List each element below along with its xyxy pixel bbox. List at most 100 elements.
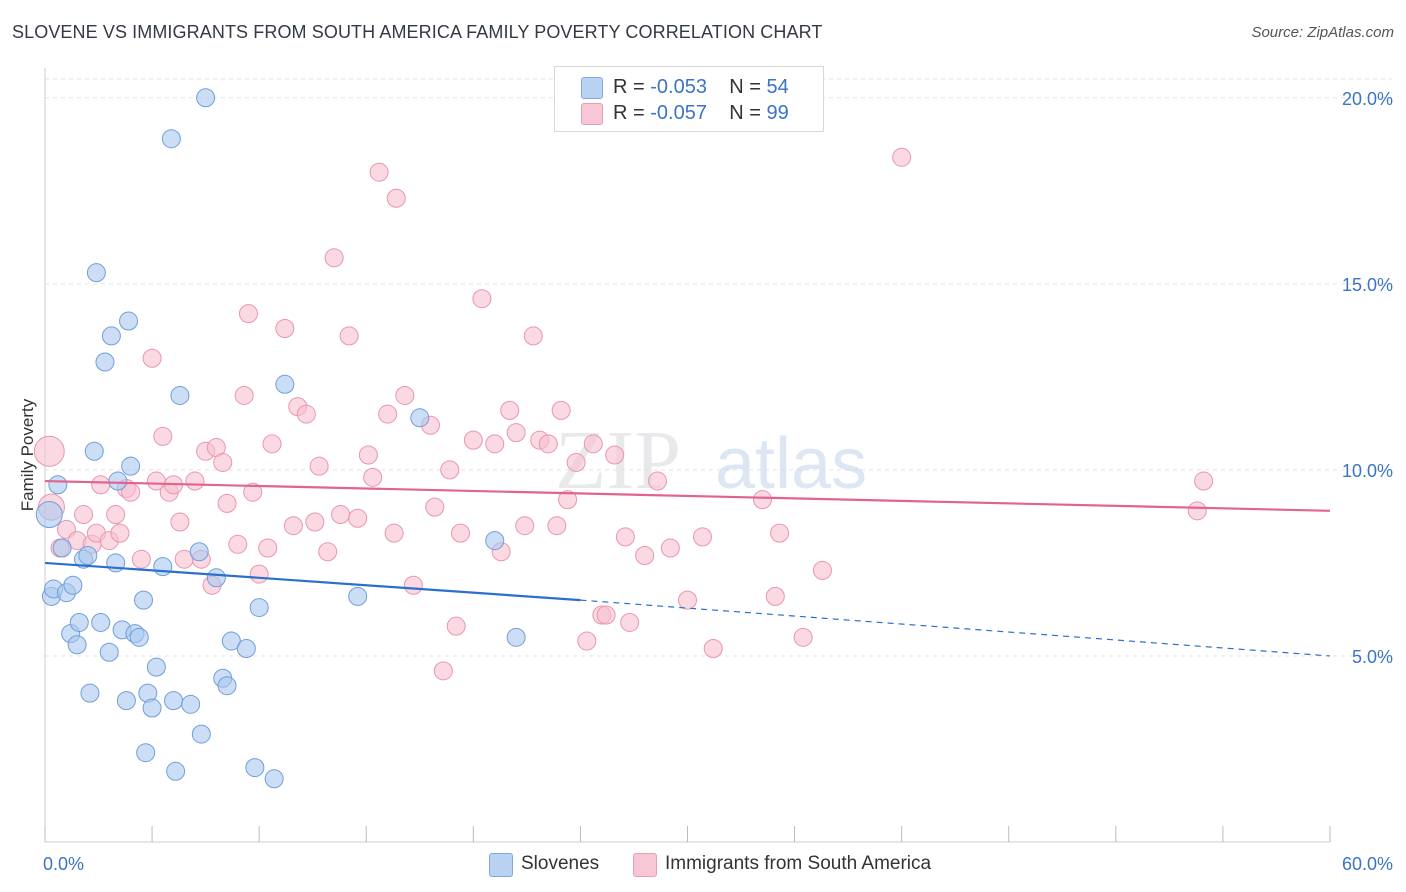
slovenes-point	[410, 408, 430, 428]
legend-r-value: -0.057	[650, 102, 707, 124]
immigrants-point	[615, 527, 635, 547]
immigrants-point	[577, 631, 597, 651]
immigrants-point	[450, 523, 470, 543]
immigrants-point	[33, 435, 65, 467]
slovenes-point	[129, 627, 149, 647]
legend-r-label: R =	[613, 76, 651, 98]
immigrants-point	[305, 512, 325, 532]
legend-n-value: 54	[766, 76, 789, 98]
slovenes-point	[249, 598, 269, 618]
immigrants-point	[635, 545, 655, 565]
immigrants-point	[605, 445, 625, 465]
slovenes-point	[506, 627, 526, 647]
chart-title: SLOVENE VS IMMIGRANTS FROM SOUTH AMERICA…	[12, 22, 823, 42]
immigrants-point	[142, 348, 162, 368]
slovenes-point	[206, 568, 226, 588]
slovenes-point	[80, 683, 100, 703]
slovenes-point	[84, 441, 104, 461]
slovenes-point	[91, 612, 111, 632]
y-tick-label: 5.0%	[1352, 647, 1393, 667]
slovenes-point	[35, 501, 63, 529]
immigrants-point	[660, 538, 680, 558]
correlation-legend: R = -0.053 N = 54 R = -0.057 N = 99	[554, 66, 824, 132]
slovenes-point	[245, 758, 265, 778]
slovenes-point	[191, 724, 211, 744]
bottom-label-slovenes: Slovenes	[521, 853, 600, 874]
x-tick-label-min: 0.0%	[43, 854, 84, 874]
slovenes-point	[69, 612, 89, 632]
slovenes-point	[142, 698, 162, 718]
immigrants-point	[363, 467, 383, 487]
slovenes-point	[275, 374, 295, 394]
immigrants-point	[425, 497, 445, 517]
slovenes-point	[189, 542, 209, 562]
immigrants-point	[318, 542, 338, 562]
immigrants-trend-line	[44, 479, 1331, 512]
slovenes-point	[485, 531, 505, 551]
slovenes-point	[78, 545, 98, 565]
immigrants-point	[770, 523, 790, 543]
immigrants-point	[403, 575, 423, 595]
slovenes-point	[101, 326, 121, 346]
immigrants-point	[648, 471, 668, 491]
immigrants-point	[185, 471, 205, 491]
immigrants-point	[339, 326, 359, 346]
slovenes-point	[236, 639, 256, 658]
immigrants-point	[378, 404, 398, 424]
immigrants-point	[369, 162, 389, 182]
immigrants-point	[283, 516, 303, 536]
slovenes-point	[166, 761, 186, 781]
immigrants-point	[170, 512, 190, 532]
slovenes-point	[164, 691, 183, 711]
slovenes-point	[86, 263, 106, 283]
slovenes-point	[170, 385, 190, 405]
slovenes-point	[48, 475, 68, 495]
bottom-label-immigrants: Immigrants from South America	[665, 853, 932, 874]
legend-n-value: 99	[766, 102, 789, 124]
gridlines	[45, 78, 1392, 657]
immigrants-point	[892, 147, 912, 167]
immigrants-point	[752, 490, 772, 510]
immigrants-point	[262, 434, 282, 454]
immigrants-point	[692, 527, 712, 547]
immigrants-point	[228, 534, 248, 554]
immigrants-point	[472, 289, 492, 309]
trend-lines	[44, 479, 1331, 657]
slovenes-point	[99, 642, 119, 662]
immigrants-point	[395, 385, 415, 405]
slovenes-point	[134, 590, 154, 610]
immigrants-point	[153, 426, 173, 446]
immigrants-point	[110, 523, 130, 543]
y-axis-label: Family Poverty	[18, 398, 37, 511]
immigrants-point	[812, 560, 832, 580]
y-tick-label: 15.0%	[1342, 275, 1393, 295]
slovenes-point	[95, 352, 115, 372]
immigrants-point	[386, 188, 406, 208]
immigrants-point	[485, 434, 505, 454]
immigrants-point	[275, 318, 295, 338]
immigrants-point	[217, 493, 237, 513]
immigrants-point	[1187, 501, 1207, 521]
legend-n-label: N =	[729, 102, 767, 124]
immigrants-point	[538, 434, 558, 454]
immigrants-point	[596, 605, 616, 625]
slovenes-point	[108, 471, 128, 491]
immigrants-point	[131, 549, 151, 569]
immigrants-point	[551, 400, 571, 420]
slovenes-points	[35, 88, 526, 789]
immigrants-point	[765, 586, 785, 606]
immigrants-point	[523, 326, 543, 346]
y-tick-label: 20.0%	[1342, 89, 1393, 109]
immigrants-point	[234, 385, 254, 405]
legend-r-value: -0.053	[650, 76, 707, 98]
immigrants-point	[243, 482, 263, 502]
source-credit: Source: ZipAtlas.com	[1251, 24, 1394, 41]
slovenes-point	[67, 635, 87, 655]
slovenes-point	[196, 88, 216, 108]
legend-n-label: N =	[729, 76, 767, 98]
bottom-legend-immigrants: Immigrants from South America	[633, 852, 963, 878]
immigrants-point	[348, 508, 368, 528]
immigrants-point	[238, 304, 258, 324]
immigrants-point	[506, 423, 526, 443]
